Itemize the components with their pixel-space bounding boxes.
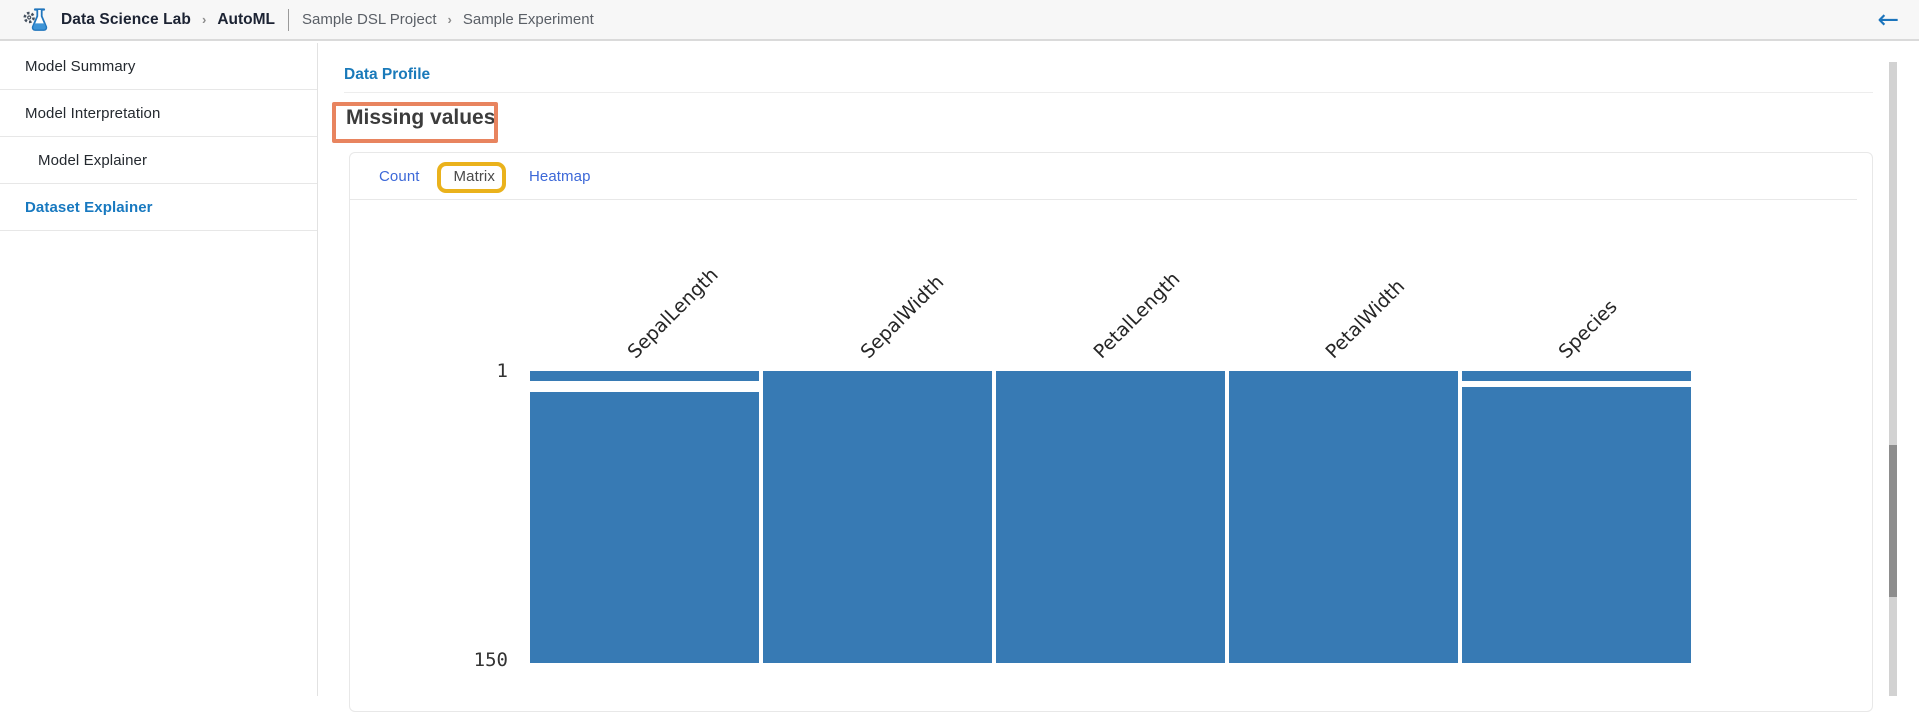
column-label-petalwidth: PetalWidth [1321,275,1410,363]
main-content: Data Profile Missing values Count Matrix H… [319,43,1919,712]
sidebar-nav: Model Summary Model Interpretation Model E… [0,43,318,696]
sidebar-item-model-interpretation[interactable]: Model Interpretation [0,90,317,137]
missing-gap-sepallength [530,380,760,393]
header-divider [344,92,1873,93]
column-label-sepalwidth: SepalWidth [855,271,948,363]
breadcrumb-chevron-icon: › [201,12,207,27]
breadcrumb-project[interactable]: Sample DSL Project [301,11,437,28]
missing-gap-species [1461,380,1691,387]
y-tick-150: 150 [473,649,508,671]
missing-values-card: Count Matrix Heatmap SepalLength SepalWidth… [349,152,1873,712]
matrix-column-sepallength [530,371,760,663]
data-profile-link[interactable]: Data Profile [344,66,431,83]
column-label-petallength: PetalLength [1088,267,1184,363]
breadcrumb-chevron-icon: › [447,12,452,27]
matrix-column-sepalwidth [762,371,993,663]
brand-title[interactable]: Data Science Lab [61,10,191,28]
matrix-column-species [1461,371,1691,663]
tab-matrix[interactable]: Matrix [453,167,495,185]
matrix-column-petallength [995,371,1226,663]
back-button[interactable]: ← [1877,5,1899,35]
page-scrollbar-track [1889,62,1897,696]
tab-bar: Count Matrix Heatmap [350,153,1857,200]
column-label-species: Species [1554,295,1623,363]
matrix-column-petalwidth [1228,371,1459,663]
tab-heatmap[interactable]: Heatmap [528,167,591,185]
breadcrumb-divider [287,8,289,31]
page-title: Missing values [346,106,496,129]
breadcrumb-module[interactable]: AutoML [217,10,275,28]
sidebar-item-dataset-explainer[interactable]: Dataset Explainer [0,184,317,231]
breadcrumb-experiment: Sample Experiment [462,11,594,28]
page-scrollbar-thumb[interactable] [1889,445,1897,597]
y-tick-1: 1 [496,360,508,382]
sidebar-item-model-explainer[interactable]: Model Explainer [0,137,317,184]
tab-count[interactable]: Count [379,167,420,185]
topbar: Data Science Lab › AutoML Sample DSL Pro… [0,0,1919,41]
missing-matrix-chart: SepalLength SepalWidth PetalLength PetalWid… [474,264,1691,671]
column-label-sepallength: SepalLength [623,263,723,363]
app-logo-icon [22,5,52,35]
sidebar-item-model-summary[interactable]: Model Summary [0,43,317,90]
